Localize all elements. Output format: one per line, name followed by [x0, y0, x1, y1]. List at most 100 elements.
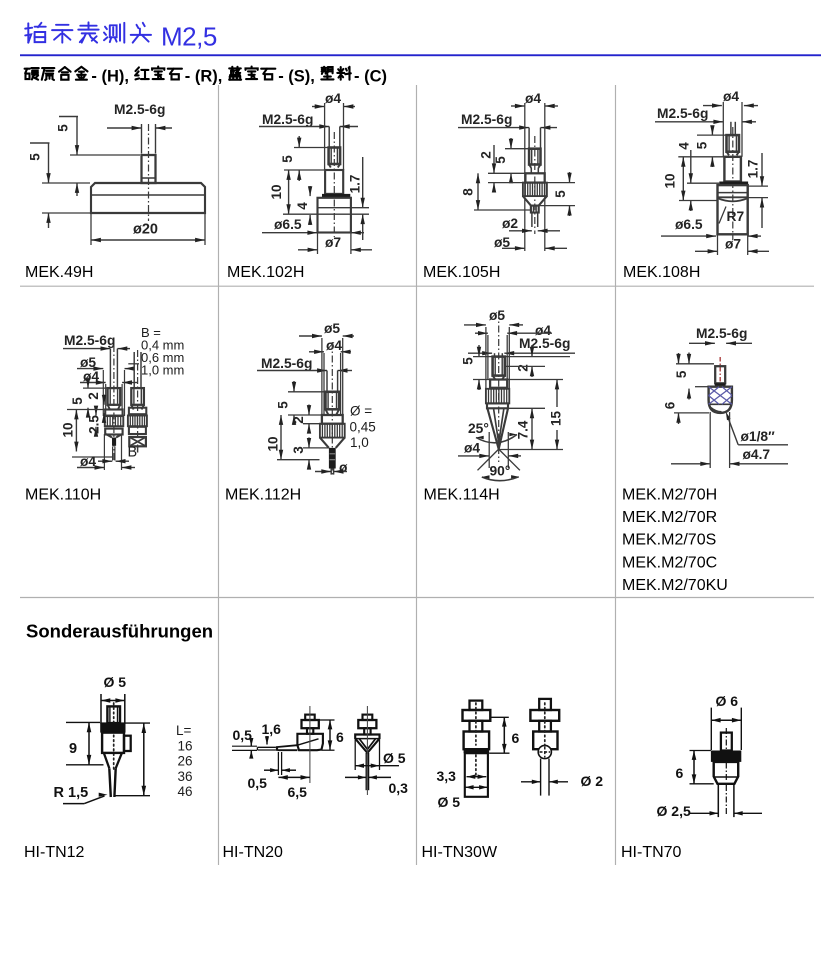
svg-text:ø: ø: [339, 460, 348, 475]
svg-text:ø4: ø4: [464, 441, 480, 456]
svg-text:2: 2: [479, 151, 494, 159]
svg-text:ø5: ø5: [494, 235, 510, 250]
svg-text:HI-TN12: HI-TN12: [24, 844, 85, 861]
svg-text:1,0 mm: 1,0 mm: [141, 363, 184, 378]
svg-text:B =: B =: [141, 325, 161, 340]
svg-text:Ø 2,5: Ø 2,5: [657, 803, 691, 819]
svg-text:Ø 6: Ø 6: [716, 693, 739, 709]
svg-text:5: 5: [695, 141, 710, 149]
svg-text:4: 4: [295, 202, 310, 210]
svg-text:7.4: 7.4: [516, 420, 531, 439]
svg-text:M2.5-6g: M2.5-6g: [461, 112, 512, 127]
svg-text:5: 5: [553, 190, 568, 198]
svg-text:ø6.5: ø6.5: [274, 217, 302, 232]
svg-text:25°: 25°: [468, 421, 489, 436]
svg-text:3: 3: [291, 446, 306, 454]
svg-text:8: 8: [461, 188, 476, 196]
svg-text:1,6: 1,6: [262, 721, 282, 737]
svg-text:MEK.M2/70S: MEK.M2/70S: [622, 532, 716, 549]
svg-text:0,5: 0,5: [248, 775, 268, 791]
svg-text:ø4: ø4: [326, 338, 342, 353]
svg-text:5: 5: [280, 155, 295, 163]
svg-text:10: 10: [269, 184, 284, 199]
svg-text:Ø 2: Ø 2: [581, 773, 604, 789]
svg-text:B: B: [128, 445, 138, 461]
svg-text:- (H),: - (H),: [91, 68, 129, 86]
svg-text:2: 2: [86, 392, 101, 400]
svg-text:HI-TN30W: HI-TN30W: [422, 844, 498, 861]
svg-text:1,0: 1,0: [350, 435, 369, 450]
svg-text:6: 6: [676, 765, 684, 781]
svg-text:MEK.112H: MEK.112H: [225, 487, 301, 504]
svg-text:MEK.110H: MEK.110H: [25, 487, 101, 504]
svg-text:R7: R7: [727, 209, 745, 224]
svg-text:10: 10: [663, 173, 678, 188]
svg-text:5: 5: [28, 153, 43, 161]
svg-text:2: 2: [516, 364, 531, 372]
svg-text:HI-TN20: HI-TN20: [223, 844, 284, 861]
svg-text:MEK.114H: MEK.114H: [424, 487, 500, 504]
svg-text:10: 10: [61, 422, 76, 437]
svg-text:ø4: ø4: [80, 454, 96, 469]
svg-text:ø4.7: ø4.7: [743, 447, 771, 462]
svg-text:0,6 mm: 0,6 mm: [141, 350, 184, 365]
svg-text:2: 2: [291, 416, 306, 424]
svg-text:0,3: 0,3: [389, 780, 409, 796]
svg-text:ø2: ø2: [502, 216, 518, 231]
svg-text:5: 5: [56, 124, 71, 132]
svg-text:MEK.M2/70R: MEK.M2/70R: [622, 509, 717, 526]
svg-text:10: 10: [266, 436, 281, 451]
svg-text:6: 6: [663, 401, 678, 409]
svg-text:M2.5-6g: M2.5-6g: [262, 112, 313, 127]
svg-text:6: 6: [512, 730, 520, 746]
svg-text:5: 5: [276, 401, 291, 409]
svg-text:2.5: 2.5: [87, 415, 102, 434]
svg-text:M2,5: M2,5: [161, 22, 217, 52]
svg-text:ø7: ø7: [325, 235, 341, 250]
svg-text:3,3: 3,3: [437, 768, 457, 784]
svg-text:M2.5-6g: M2.5-6g: [64, 333, 115, 348]
svg-text:4: 4: [677, 142, 692, 150]
svg-text:MEK.M2/70KU: MEK.M2/70KU: [622, 577, 728, 594]
svg-text:Ø 5: Ø 5: [438, 794, 461, 810]
svg-text:6: 6: [336, 729, 344, 745]
svg-text:- (S),: - (S),: [278, 68, 315, 86]
svg-text:46: 46: [178, 784, 193, 799]
svg-text:5: 5: [461, 357, 476, 365]
svg-text:MEK.M2/70C: MEK.M2/70C: [622, 554, 717, 571]
svg-text:M2.5-6g: M2.5-6g: [696, 326, 747, 341]
svg-text:MEK.49H: MEK.49H: [25, 264, 93, 281]
svg-text:Ø 5: Ø 5: [383, 750, 406, 766]
svg-text:ø4: ø4: [325, 91, 341, 106]
svg-text:0,45: 0,45: [350, 420, 376, 435]
svg-text:ø20: ø20: [133, 222, 158, 238]
svg-text:ø1/8″: ø1/8″: [741, 429, 776, 444]
svg-text:M2.5-6g: M2.5-6g: [114, 102, 165, 117]
svg-text:M2.5-6g: M2.5-6g: [519, 336, 570, 351]
svg-text:Sonderausführungen: Sonderausführungen: [26, 621, 213, 642]
svg-text:5: 5: [70, 397, 85, 405]
svg-text:- (R),: - (R),: [185, 68, 223, 86]
svg-text:5: 5: [493, 156, 508, 164]
svg-text:ø4: ø4: [535, 323, 551, 338]
svg-text:26: 26: [178, 754, 193, 769]
svg-text:1.7: 1.7: [746, 160, 761, 179]
svg-text:6,5: 6,5: [288, 784, 308, 800]
svg-text:ø4: ø4: [525, 91, 541, 106]
svg-text:ø5: ø5: [324, 321, 340, 336]
svg-text:ø6.5: ø6.5: [675, 217, 703, 232]
svg-text:16: 16: [178, 738, 193, 753]
svg-text:HI-TN70: HI-TN70: [621, 844, 682, 861]
svg-text:MEK.108H: MEK.108H: [623, 264, 700, 281]
svg-text:5: 5: [674, 370, 689, 378]
svg-text:MEK.102H: MEK.102H: [227, 264, 304, 281]
svg-text:M2.5-6g: M2.5-6g: [657, 106, 708, 121]
svg-text:0,4 mm: 0,4 mm: [141, 338, 184, 353]
svg-text:1.7: 1.7: [348, 175, 363, 194]
svg-text:0,5: 0,5: [233, 727, 253, 743]
svg-text:ø5: ø5: [80, 355, 96, 370]
svg-text:- (C): - (C): [354, 68, 387, 86]
svg-text:ø5: ø5: [489, 308, 505, 323]
svg-text:Ø 5: Ø 5: [104, 674, 127, 690]
svg-text:MEK.105H: MEK.105H: [423, 264, 500, 281]
